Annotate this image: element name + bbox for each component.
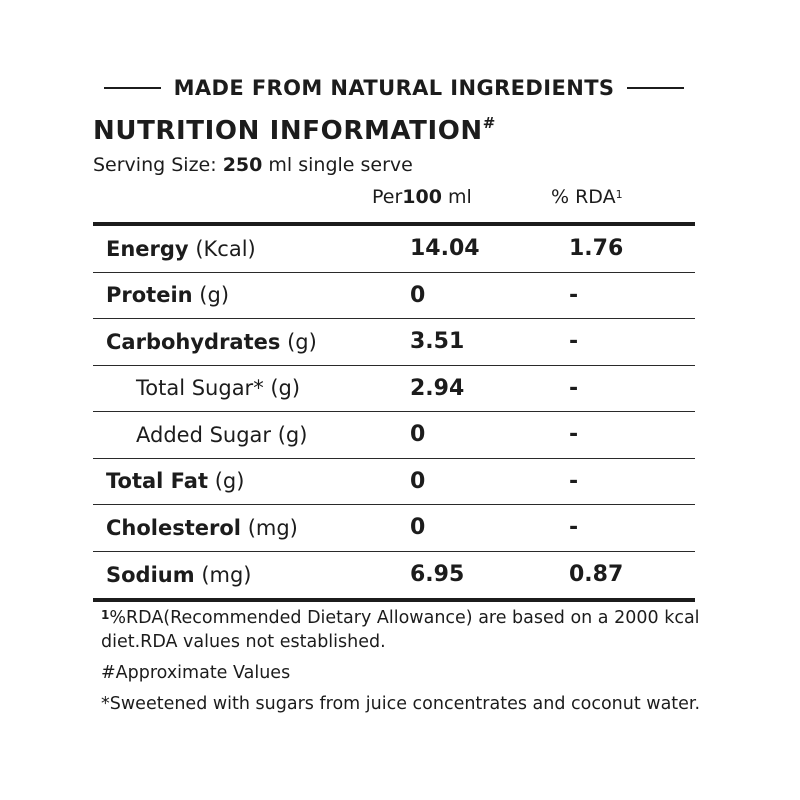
nutrition-table: Energy (Kcal) 14.04 1.76 Protein (g) 0 -… bbox=[93, 222, 695, 602]
footnote-sweetened: *Sweetened with sugars from juice concen… bbox=[101, 694, 701, 714]
serving-size: Serving Size: 250 ml single serve bbox=[93, 154, 413, 176]
row-rda: 0.87 bbox=[569, 562, 624, 588]
row-name: Total Sugar* (g) bbox=[136, 376, 301, 401]
row-name: Sodium bbox=[106, 562, 195, 587]
table-row-total-sugar: Total Sugar* (g) 2.94 - bbox=[93, 366, 695, 412]
row-value: 2.94 bbox=[410, 375, 465, 401]
row-rda: 1.76 bbox=[569, 236, 624, 262]
row-value: 0 bbox=[410, 282, 426, 308]
row-rda: - bbox=[569, 515, 579, 541]
column-rda-label: % RDA bbox=[551, 186, 616, 208]
title-text: NUTRITION INFORMATION bbox=[93, 116, 483, 146]
row-unit: (g) bbox=[214, 469, 245, 494]
row-name: Energy bbox=[106, 236, 189, 261]
column-header-per-100ml: Per100 ml bbox=[372, 186, 472, 208]
table-row-protein: Protein (g) 0 - bbox=[93, 273, 695, 319]
footnote-approximate: #Approximate Values bbox=[101, 663, 291, 683]
serving-unit: ml single serve bbox=[268, 154, 413, 176]
row-rda: - bbox=[569, 282, 579, 308]
row-value: 3.51 bbox=[410, 329, 465, 355]
row-rda: - bbox=[569, 422, 579, 448]
column-rda-mark: 1 bbox=[615, 188, 623, 201]
row-label: Sodium (mg) bbox=[106, 563, 252, 587]
row-label: Total Fat (g) bbox=[106, 469, 244, 493]
row-value: 6.95 bbox=[410, 562, 465, 588]
tagline: MADE FROM NATURAL INGREDIENTS bbox=[173, 76, 615, 100]
row-name: Carbohydrates bbox=[106, 329, 281, 354]
table-row-cholesterol: Cholesterol (mg) 0 - bbox=[93, 505, 695, 552]
footnote-rda-text: %RDA(Recommended Dietary Allowance) are … bbox=[101, 608, 700, 652]
footnotes: 1%RDA(Recommended Dietary Allowance) are… bbox=[101, 606, 701, 723]
footnote-rda: 1%RDA(Recommended Dietary Allowance) are… bbox=[101, 606, 701, 654]
serving-amount: 250 bbox=[222, 154, 263, 176]
row-label: Protein (g) bbox=[106, 283, 229, 307]
table-row-sodium: Sodium (mg) 6.95 0.87 bbox=[93, 552, 695, 599]
row-unit: (g) bbox=[287, 329, 317, 354]
row-name: Total Fat bbox=[106, 469, 209, 494]
table-row-total-fat: Total Fat (g) 0 - bbox=[93, 459, 695, 505]
row-value: 0 bbox=[410, 468, 426, 494]
row-unit: (Kcal) bbox=[195, 236, 256, 261]
serving-label: Serving Size: bbox=[93, 154, 217, 176]
row-value: 0 bbox=[410, 515, 426, 541]
column-header-rda: % RDA1 bbox=[551, 186, 623, 208]
tagline-rule-right bbox=[627, 87, 685, 89]
title-mark: # bbox=[482, 114, 496, 132]
column-per-unit: ml bbox=[448, 186, 472, 208]
row-value: 14.04 bbox=[410, 236, 480, 262]
row-unit: (mg) bbox=[201, 562, 252, 587]
row-label: Cholesterol (mg) bbox=[106, 516, 298, 540]
footnote-rda-mark: 1 bbox=[101, 608, 110, 622]
row-rda: - bbox=[569, 329, 579, 355]
row-value: 0 bbox=[410, 422, 426, 448]
table-row-carbohydrates: Carbohydrates (g) 3.51 - bbox=[93, 319, 695, 366]
row-unit: (g) bbox=[199, 283, 230, 308]
row-rda: - bbox=[569, 468, 579, 494]
row-rda: - bbox=[569, 375, 579, 401]
column-per-amount: 100 bbox=[402, 186, 442, 208]
page-title: NUTRITION INFORMATION# bbox=[93, 114, 496, 146]
tagline-rule-left bbox=[104, 87, 161, 89]
row-label: Carbohydrates (g) bbox=[106, 330, 317, 354]
row-label: Energy (Kcal) bbox=[106, 237, 256, 261]
table-row-added-sugar: Added Sugar (g) 0 - bbox=[93, 412, 695, 459]
row-name: Cholesterol bbox=[106, 515, 241, 540]
tagline-header: MADE FROM NATURAL INGREDIENTS bbox=[104, 76, 685, 100]
column-per-prefix: Per bbox=[372, 186, 403, 208]
row-name: Added Sugar (g) bbox=[136, 422, 308, 447]
row-name: Protein bbox=[106, 283, 193, 308]
table-row-energy: Energy (Kcal) 14.04 1.76 bbox=[93, 226, 695, 273]
row-unit: (mg) bbox=[247, 515, 298, 540]
